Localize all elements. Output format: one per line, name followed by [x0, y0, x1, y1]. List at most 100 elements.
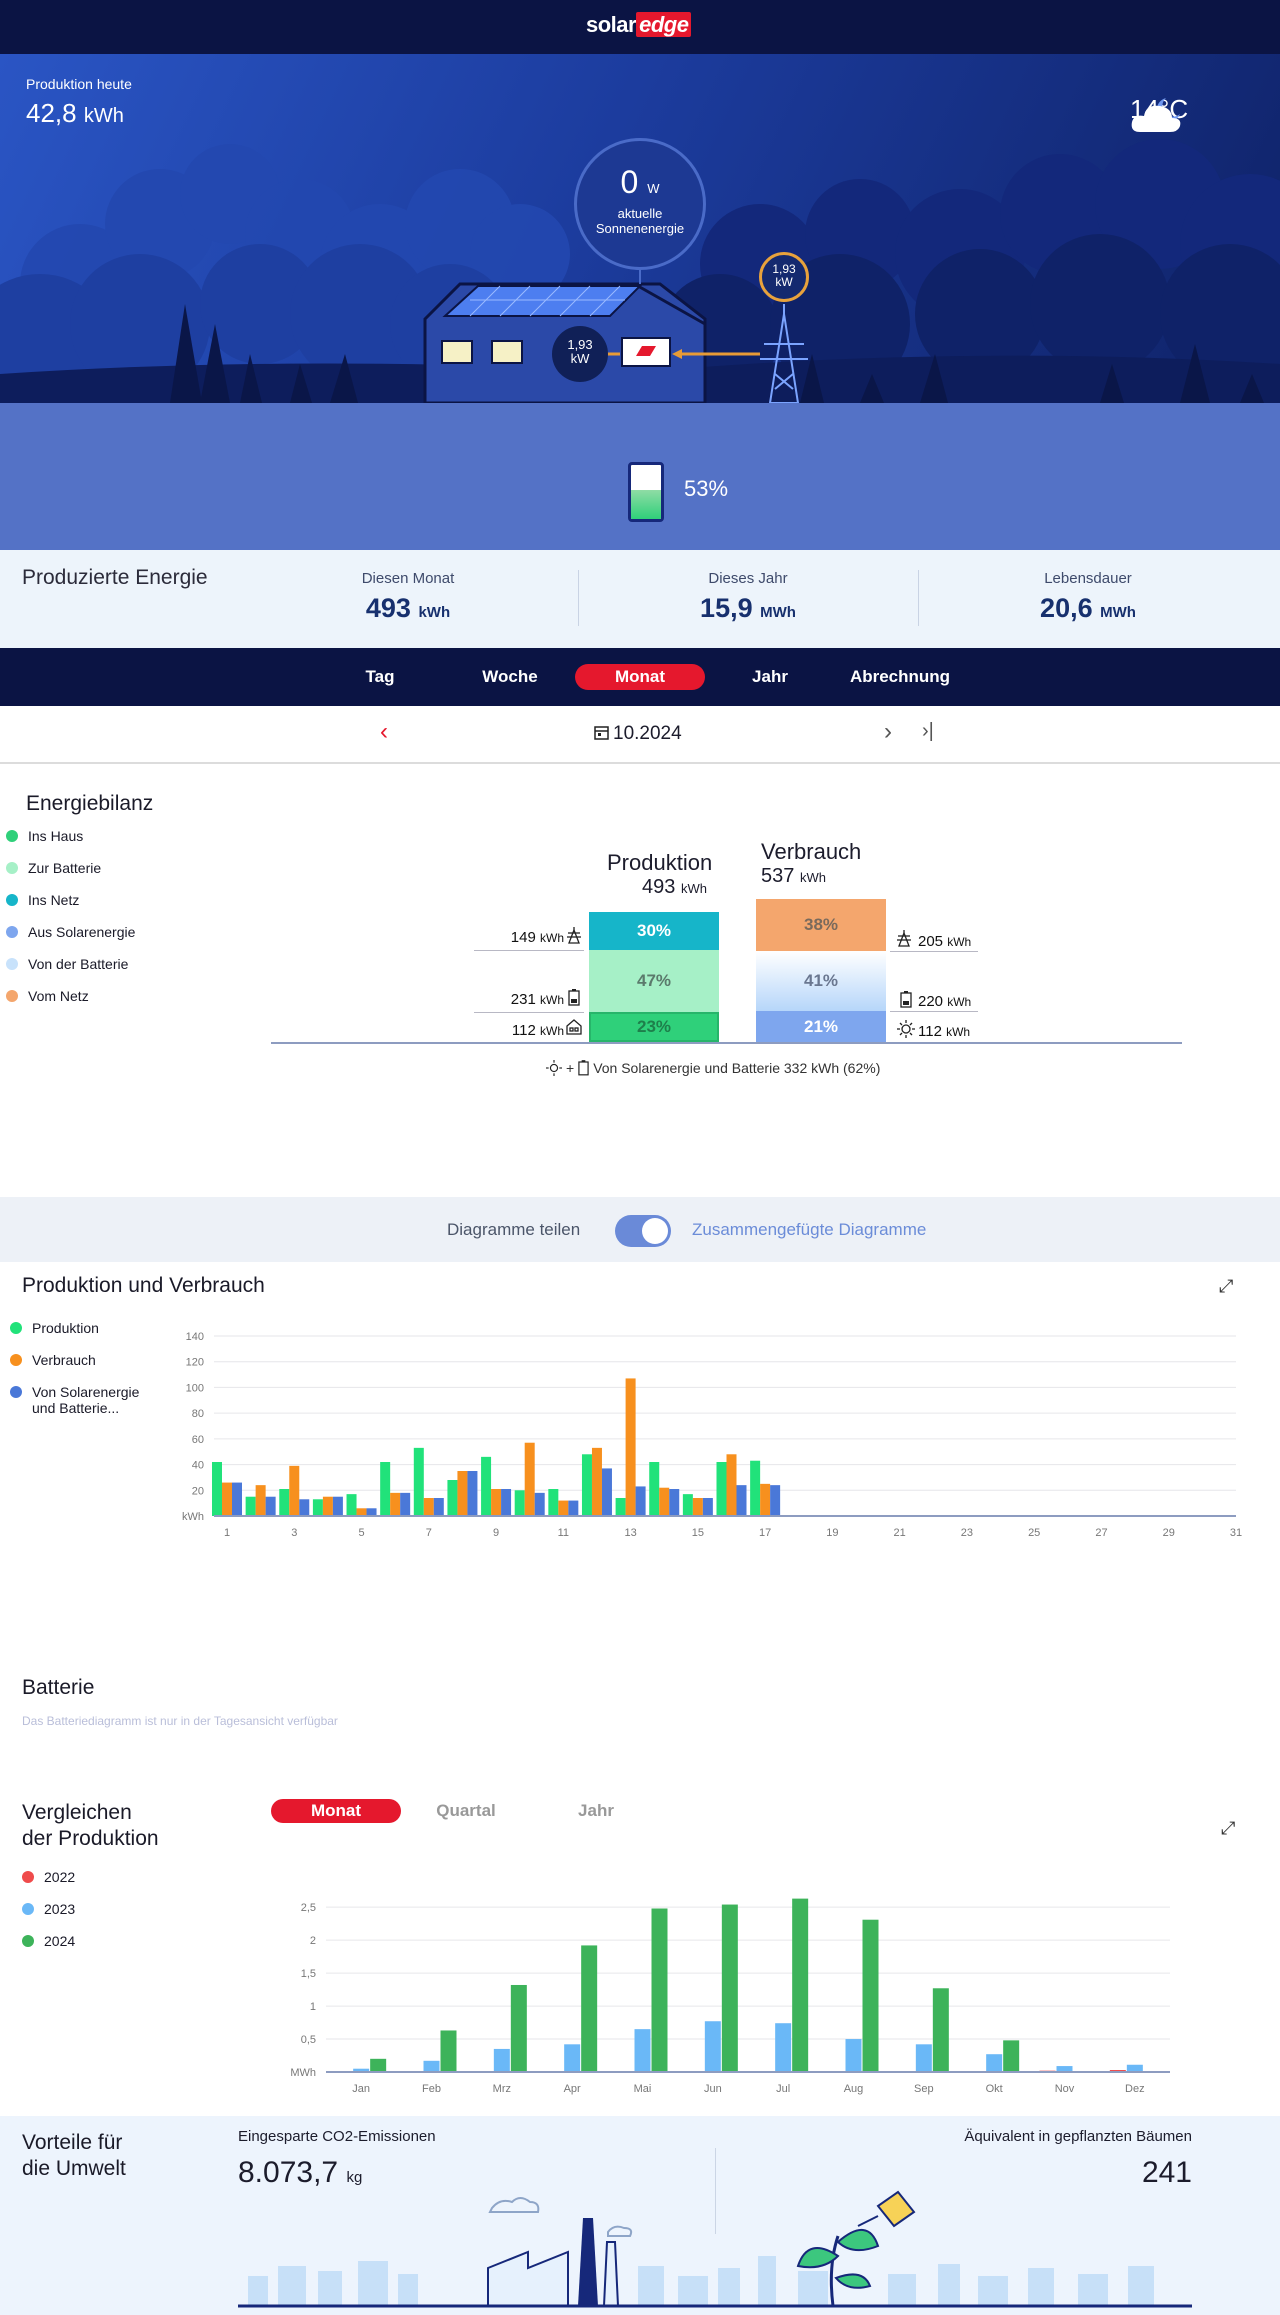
bar-2	[669, 1489, 680, 1516]
bar-2	[581, 1945, 598, 2072]
legend-item[interactable]: 2022	[22, 1869, 75, 1885]
cloud-moon-icon	[1131, 98, 1181, 132]
y-tick-label: 40	[192, 1460, 204, 1472]
tab-jahr[interactable]: Jahr	[752, 667, 788, 686]
co2-value: 8.073,7 kg	[238, 2156, 363, 2189]
x-tick-label: 3	[291, 1527, 297, 1539]
bar-1	[760, 1483, 771, 1516]
energy-balance-title: Energiebilanz	[26, 792, 154, 815]
x-tick-label: Sep	[914, 2083, 934, 2095]
legend-item: Ins Haus	[6, 828, 83, 844]
bar-2	[433, 1498, 444, 1516]
bar-1	[558, 1500, 569, 1516]
bar-2	[467, 1471, 478, 1516]
tab-monat[interactable]: Monat	[575, 664, 705, 690]
trees-label: Äquivalent in gepflanzten Bäumen	[964, 2128, 1192, 2145]
bar-1	[564, 2044, 581, 2072]
tab-tag[interactable]: Tag	[365, 667, 395, 686]
house-power-circle[interactable]: 1,93 kW	[552, 326, 608, 382]
x-tick-label: Jul	[776, 2083, 790, 2095]
split-charts-label: Diagramme teilen	[447, 1220, 581, 1239]
bar-0	[312, 1499, 323, 1516]
bar-1	[775, 2023, 792, 2072]
top-bar: solar edge	[0, 0, 1280, 54]
bar-1	[423, 1498, 434, 1516]
legend-item[interactable]: Verbrauch	[10, 1352, 96, 1368]
y-tick-label: 100	[186, 1382, 204, 1394]
legend-dot	[6, 862, 18, 874]
legend-dot	[22, 1903, 34, 1915]
bar-2	[1003, 2040, 1020, 2072]
chart-mode-switch[interactable]	[615, 1215, 671, 1247]
x-tick-label: Nov	[1055, 2083, 1075, 2095]
tab-compare-jahr[interactable]: Jahr	[578, 1801, 614, 1820]
expand-chart-icon[interactable]: ⤢	[1221, 1818, 1236, 1838]
battery-chart-note: Das Batteriediagramm ist nur in der Tage…	[22, 1714, 338, 1728]
production-to-house-segment[interactable]: 23%	[589, 1012, 719, 1042]
y-axis-unit: MWh	[290, 2067, 316, 2079]
x-tick-label: 15	[692, 1527, 704, 1539]
x-tick-label: 5	[358, 1527, 364, 1539]
bar-2	[440, 2030, 457, 2072]
legend-item[interactable]: Produktion	[10, 1320, 99, 1336]
x-tick-label: 23	[961, 1527, 973, 1539]
bar-0	[548, 1489, 559, 1516]
legend-item[interactable]: 2024	[22, 1933, 75, 1949]
legend-item[interactable]: 2023	[22, 1901, 75, 1917]
grid-power-circle[interactable]: 1,93 kW	[759, 252, 809, 302]
tab-abrechnung[interactable]: Abrechnung	[849, 667, 951, 686]
battery-icon	[578, 1060, 589, 1076]
baseline	[271, 1042, 1182, 1044]
solar-power-circle[interactable]: 0 W aktuelle Sonnenenergie	[574, 138, 706, 270]
bar-1	[390, 1492, 401, 1516]
bar-2	[568, 1500, 579, 1516]
factory-icon	[487, 2197, 633, 2307]
production-house-value: 112 kWh	[511, 1022, 564, 1039]
bar-1	[222, 1482, 232, 1516]
bar-1	[457, 1471, 468, 1516]
legend-dot	[10, 1386, 22, 1398]
production-to-battery-segment[interactable]: 47%	[589, 950, 719, 1012]
battery-percent: 53%	[684, 476, 729, 501]
legend-dot	[6, 926, 18, 938]
battery-icon	[568, 988, 580, 1011]
production-to-grid-segment[interactable]: 30%	[589, 912, 719, 950]
y-tick-label: 1	[310, 2001, 316, 2013]
expand-chart-icon[interactable]: ⤢	[1219, 1276, 1234, 1296]
y-tick-label: 140	[186, 1331, 204, 1343]
legend-dot	[10, 1322, 22, 1334]
bar-2	[299, 1499, 310, 1516]
y-tick-label: 1,5	[301, 1968, 316, 1980]
bar-2	[400, 1492, 411, 1516]
tab-woche[interactable]: Woche	[482, 667, 538, 686]
battery-icon	[900, 990, 912, 1013]
consumption-from-grid-segment[interactable]: 38%	[756, 899, 886, 951]
x-tick-label: Jun	[704, 2083, 722, 2095]
grid-tower-icon	[896, 929, 912, 952]
legend-item[interactable]: Von Solarenergie und Batterie...	[10, 1384, 170, 1416]
consumption-from-solar-segment[interactable]: 21%	[756, 1011, 886, 1042]
divider	[918, 570, 919, 626]
previous-period-button[interactable]: ‹	[380, 718, 388, 745]
tab-compare-monat[interactable]: Monat	[271, 1799, 401, 1823]
bar-2	[501, 1489, 512, 1516]
x-tick-label: 19	[826, 1527, 838, 1539]
production-consumption-title: Produktion und Verbrauch	[22, 1274, 265, 1297]
x-tick-label: Feb	[422, 2083, 441, 2095]
self-consumption-note: + Von Solarenergie und Batterie 332 kWh …	[546, 1059, 880, 1076]
consumption-from-battery-segment[interactable]: 41%	[756, 951, 886, 1011]
next-period-button[interactable]: ›	[884, 718, 892, 745]
tab-compare-quartal[interactable]: Quartal	[436, 1801, 496, 1820]
bar-1	[493, 2048, 510, 2072]
bar-0	[380, 1462, 391, 1516]
date-navigation: ‹ 10.2024 › ›|	[0, 706, 1280, 764]
bar-2	[792, 1898, 809, 2072]
battery-status-band: 53%	[0, 403, 1280, 550]
divider	[578, 570, 579, 626]
legend-item: Vom Netz	[6, 988, 89, 1004]
consumption-total: 537 kWh	[761, 865, 826, 887]
production-total: 493 kWh	[642, 876, 707, 898]
latest-period-button[interactable]: ›|	[922, 720, 934, 742]
date-picker[interactable]: 10.2024	[594, 723, 682, 745]
